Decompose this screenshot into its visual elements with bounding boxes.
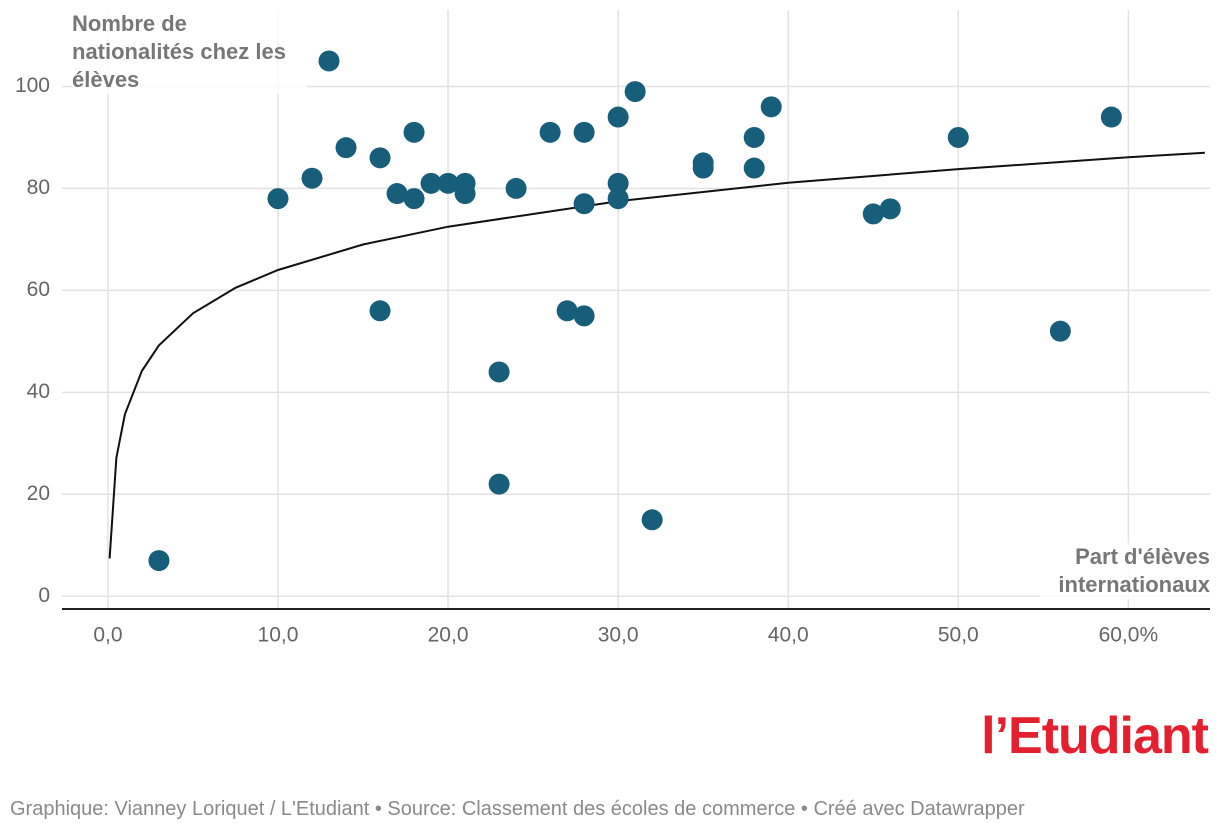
data-point (488, 361, 510, 383)
y-tick-label: 40 (27, 380, 50, 403)
x-tick-label: 60,0% (1099, 624, 1159, 647)
data-point (267, 188, 289, 210)
data-point (862, 203, 884, 225)
footer: Graphique: Vianney Loriquet / L'Etudiant… (10, 798, 1025, 820)
data-point (318, 50, 340, 72)
x-axis-title: Part d'élèves internationaux (1040, 543, 1210, 599)
data-point (420, 172, 442, 194)
data-point (947, 126, 969, 148)
y-tick-label: 60 (27, 278, 50, 301)
data-point (641, 509, 663, 531)
data-point (1049, 320, 1071, 342)
y-tick-label: 100 (15, 74, 50, 97)
data-point (488, 473, 510, 495)
data-point (539, 121, 561, 143)
data-point (624, 81, 646, 103)
x-tick-label: 40,0 (768, 624, 809, 647)
data-point (1100, 106, 1122, 128)
y-axis-title: Nombre de nationalités chez les élèves (72, 10, 307, 94)
data-point (607, 172, 629, 194)
data-point (607, 188, 629, 210)
data-point (692, 157, 714, 179)
y-tick-label: 80 (27, 176, 50, 199)
data-point (879, 198, 901, 220)
data-point (505, 177, 527, 199)
data-point (403, 188, 425, 210)
data-point (301, 167, 323, 189)
y-tick-label: 20 (27, 482, 50, 505)
data-point (573, 121, 595, 143)
x-tick-label: 0,0 (93, 624, 122, 647)
data-point (760, 96, 782, 118)
trend-line (108, 151, 1205, 559)
data-point (556, 300, 578, 322)
x-tick-label: 30,0 (598, 624, 639, 647)
data-point (573, 305, 595, 327)
data-point (403, 121, 425, 143)
data-point (437, 172, 459, 194)
data-point (607, 106, 629, 128)
data-point (743, 157, 765, 179)
data-point (369, 147, 391, 169)
x-tick-label: 20,0 (428, 624, 469, 647)
x-tick-label: 50,0 (938, 624, 979, 647)
data-point (335, 137, 357, 159)
data-point (148, 550, 170, 572)
data-point (573, 193, 595, 215)
data-point (743, 126, 765, 148)
logo: l’Etudiant (981, 707, 1209, 765)
y-tick-label: 0 (38, 584, 50, 607)
x-tick-label: 10,0 (258, 624, 299, 647)
data-point (386, 183, 408, 205)
data-point (369, 300, 391, 322)
data-point (454, 183, 476, 205)
